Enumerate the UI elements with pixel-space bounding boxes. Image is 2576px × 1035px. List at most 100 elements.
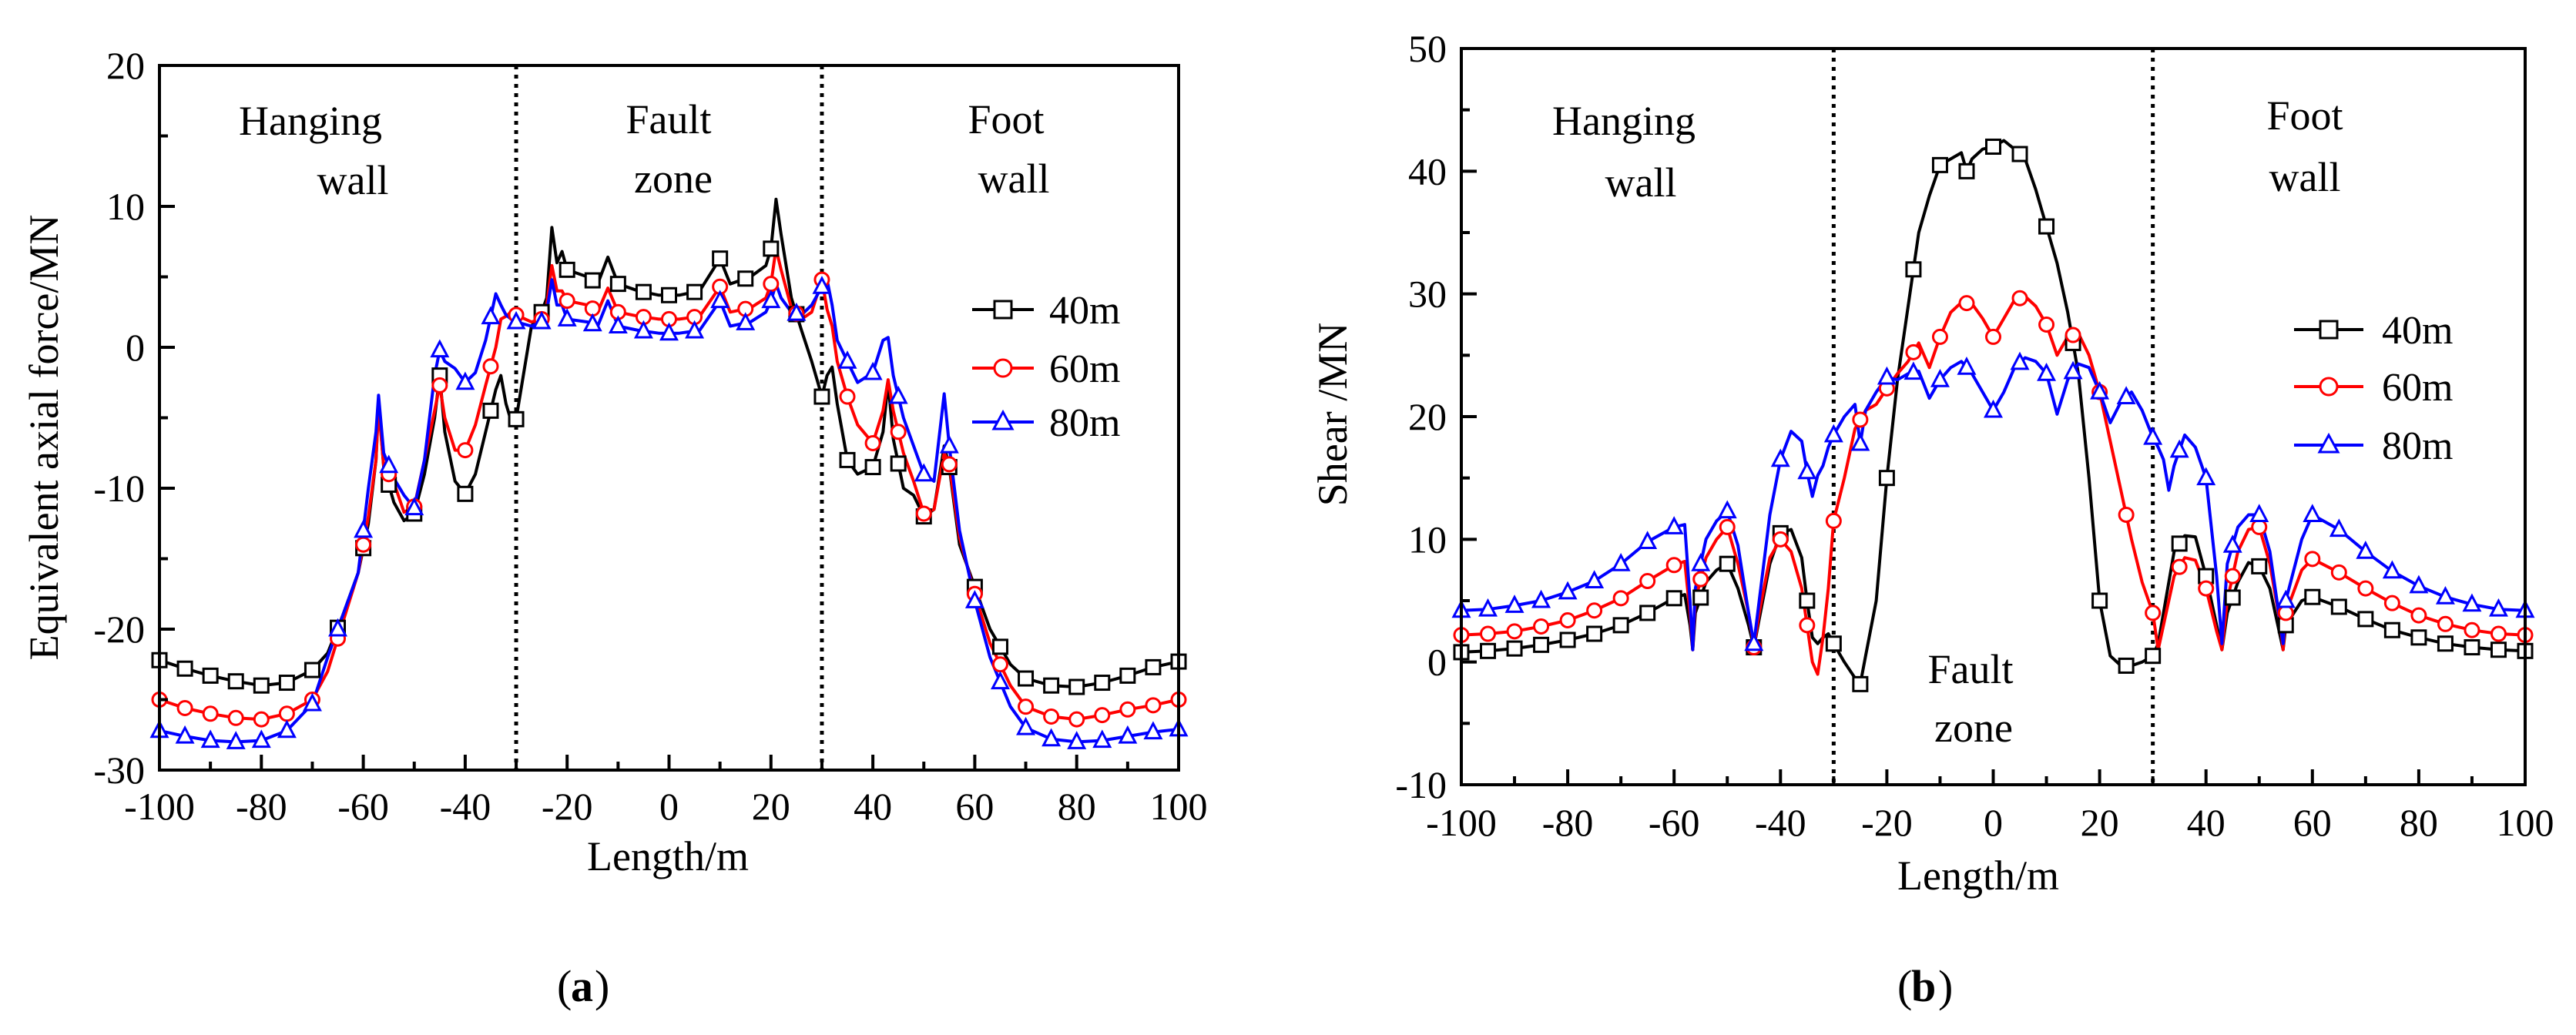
panel-b-marker-40m: [1719, 555, 1736, 572]
panel-b-x-axis-title: Length/m: [1897, 852, 2059, 899]
panel-a-marker-80m: [812, 276, 832, 294]
panel-b-x-tick-label: -60: [1649, 801, 1700, 844]
panel-a-marker-60m: [864, 434, 881, 451]
panel-b-marker-40m: [1799, 592, 1816, 609]
panel-a-marker-40m: [609, 276, 626, 293]
panel-a-x-tick-label: -80: [236, 785, 287, 828]
panel-a-marker-40m: [278, 675, 295, 692]
panel-b-marker-80m: [1611, 552, 1631, 571]
panel-b-marker-40m: [2383, 621, 2400, 638]
panel-b-marker-80m: [1504, 595, 1524, 613]
panel-b-marker-60m: [2357, 580, 2374, 597]
panel-a-y-tick-label: -20: [93, 608, 145, 651]
panel-b-marker-80m: [2303, 504, 2323, 522]
panel-b-marker-80m: [2488, 598, 2508, 617]
panel-b-marker-80m: [2037, 363, 2057, 381]
panel-a-marker-60m: [278, 705, 295, 722]
panel-b-marker-40m: [1825, 635, 1842, 652]
panel-b-marker-40m: [1905, 261, 1922, 278]
panel-a-marker-80m: [1067, 731, 1087, 749]
panel-b-marker-60m: [2118, 506, 2135, 523]
panel-a-marker-80m: [455, 371, 475, 390]
panel-b-x-tick-label: 20: [2081, 801, 2119, 844]
panel-b-marker-80m: [1744, 632, 1764, 651]
panel-a-figure-label-open: (: [557, 961, 572, 1011]
panel-a-marker-80m: [633, 320, 653, 339]
panel-a-legend-marker-60m: [993, 358, 1013, 378]
panel-b-marker-80m: [2356, 541, 2376, 559]
panel-a-marker-40m: [508, 410, 525, 427]
panel-a-marker-80m: [302, 692, 322, 712]
panel-b-y-tick-label: -10: [1395, 763, 1447, 806]
panel-b-marker-60m: [1852, 411, 1869, 428]
panel-b-marker-80m: [1717, 500, 1737, 519]
panel-b-marker-40m: [2224, 589, 2241, 606]
panel-a-marker-60m: [915, 505, 932, 522]
panel-b-marker-60m: [2038, 317, 2055, 333]
panel-b-marker-60m: [1480, 625, 1497, 642]
panel-a-marker-80m: [710, 290, 730, 309]
panel-a-marker-80m: [888, 385, 908, 404]
panel-b-marker-60m: [2064, 327, 2081, 343]
panel-b-marker-40m: [2091, 592, 2108, 609]
panel-a-x-tick-label: 60: [955, 785, 994, 828]
panel-b-marker-80m: [1823, 424, 1843, 443]
panel-b-marker-80m: [2409, 574, 2429, 594]
panel-b-marker-80m: [1558, 581, 1578, 600]
panel-b-marker-60m: [1559, 611, 1576, 628]
panel-b-region-hanging-wall-line1: Hanging: [1552, 98, 1696, 144]
panel-b-y-tick-label: 20: [1408, 395, 1447, 438]
panel-b-region-foot-wall-line1: Foot: [2266, 92, 2343, 139]
panel-b-marker-80m: [1770, 448, 1790, 467]
panel-b-marker-60m: [1905, 343, 1922, 360]
panel-a-marker-40m: [457, 485, 474, 502]
panel-a-marker-80m: [1092, 729, 1112, 749]
panel-a-marker-80m: [251, 729, 271, 749]
panel-b-marker-60m: [1958, 295, 1975, 312]
panel-a-marker-80m: [608, 315, 628, 334]
panel-b-marker-40m: [1878, 470, 1895, 487]
panel-b-marker-80m: [2249, 504, 2269, 522]
panel-b-legend: 40m 60m 80m: [2294, 309, 2453, 468]
panel-b-marker-80m: [1531, 589, 1551, 608]
panel-b-marker-40m: [1586, 625, 1603, 642]
panel-a-marker-40m: [864, 459, 881, 476]
panel-a-marker-40m: [253, 677, 270, 694]
panel-b-x-tick-label: -20: [1861, 801, 1913, 844]
panel-b-marker-40m: [2464, 639, 2480, 656]
panel-b-marker-80m: [1877, 366, 1897, 385]
panel-b-marker-80m: [2063, 360, 2083, 380]
panel-b-marker-60m: [2171, 558, 2188, 575]
panel-a-x-tick-label: 80: [1058, 785, 1096, 828]
panel-a-region-hanging-wall-line1: Hanging: [239, 98, 382, 144]
panel-a-marker-60m: [1119, 701, 1136, 718]
panel-a-marker-40m: [1119, 667, 1136, 684]
panel-a-marker-80m: [328, 618, 348, 637]
panel-b-marker-80m: [2169, 439, 2189, 458]
panel-a-y-tick-label: 0: [126, 326, 145, 369]
panel-a-marker-40m: [1094, 675, 1111, 692]
panel-b-x-tick-label: 100: [2497, 801, 2554, 844]
panel-a-marker-60m: [202, 705, 219, 722]
panel-b-marker-40m: [2171, 535, 2188, 552]
panel-a-marker-40m: [1018, 670, 1035, 687]
panel-a-legend-marker-80m: [991, 409, 1015, 430]
panel-a-marker-80m: [226, 731, 246, 749]
panel-b-marker-80m: [1957, 357, 1977, 375]
panel-b-marker-40m: [1665, 590, 1682, 607]
panel-b-marker-80m: [1478, 598, 1498, 617]
panel-a-marker-80m: [736, 312, 756, 330]
panel-b-x-tick-label: -80: [1542, 801, 1594, 844]
panel-b-marker-60m: [2277, 605, 2294, 621]
panel-a-marker-40m: [482, 402, 499, 419]
panel-a-x-tick-label: 0: [659, 785, 679, 828]
panel-a-axial-force: -100 -80 -60 -40 -20 0 20 40 60 80 100-30-20-10010…: [21, 44, 1208, 1011]
panel-b-marker-40m: [1958, 162, 1975, 179]
panel-a-marker-80m: [582, 313, 602, 332]
panel-a-marker-80m: [685, 320, 705, 339]
panel-b-y-tick-label: 30: [1408, 273, 1447, 316]
panel-a-marker-40m: [1068, 678, 1085, 695]
panel-a-marker-60m: [1094, 707, 1111, 724]
panel-a-y-axis-title: Equivalent axial force/MN: [21, 215, 67, 661]
